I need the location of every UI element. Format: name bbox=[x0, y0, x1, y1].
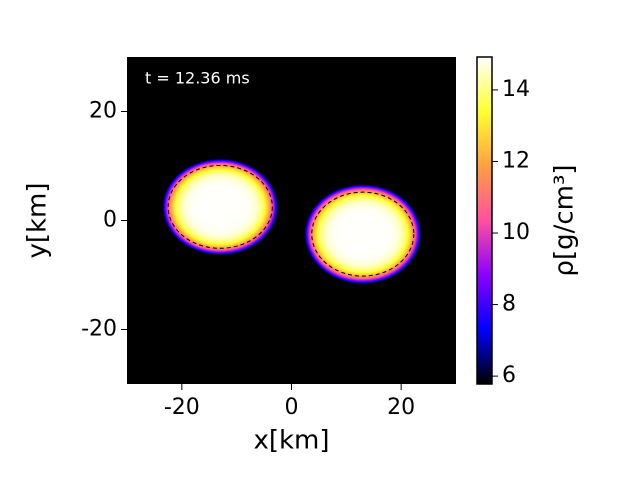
x-tick-label: 0 bbox=[285, 395, 299, 420]
colorbar-tick-label: 6 bbox=[502, 363, 516, 388]
colorbar-tick-label: 8 bbox=[502, 292, 516, 317]
density-blob bbox=[304, 184, 421, 284]
colorbar-tick-label: 10 bbox=[502, 220, 530, 245]
annotation: t = 12.36 ms bbox=[145, 69, 250, 88]
density-contour bbox=[311, 191, 415, 277]
x-axis-label: x[km] bbox=[253, 426, 329, 456]
x-tick-label: -20 bbox=[164, 395, 200, 420]
plot bbox=[162, 158, 421, 284]
y-tick-label: -20 bbox=[81, 317, 117, 342]
x-tick-label: 20 bbox=[387, 395, 415, 420]
y-tick-label: 0 bbox=[103, 208, 117, 233]
density-contour bbox=[167, 164, 273, 249]
colorbar-label: ρ[g/cm³] bbox=[550, 164, 580, 276]
y-axis-label: y[km] bbox=[23, 182, 53, 258]
y-tick-label: 20 bbox=[89, 99, 117, 124]
colorbar-tick-label: 14 bbox=[502, 77, 530, 102]
colorbar-tick-label: 12 bbox=[502, 148, 530, 173]
density-blob bbox=[162, 158, 278, 255]
colorbar bbox=[476, 56, 493, 385]
